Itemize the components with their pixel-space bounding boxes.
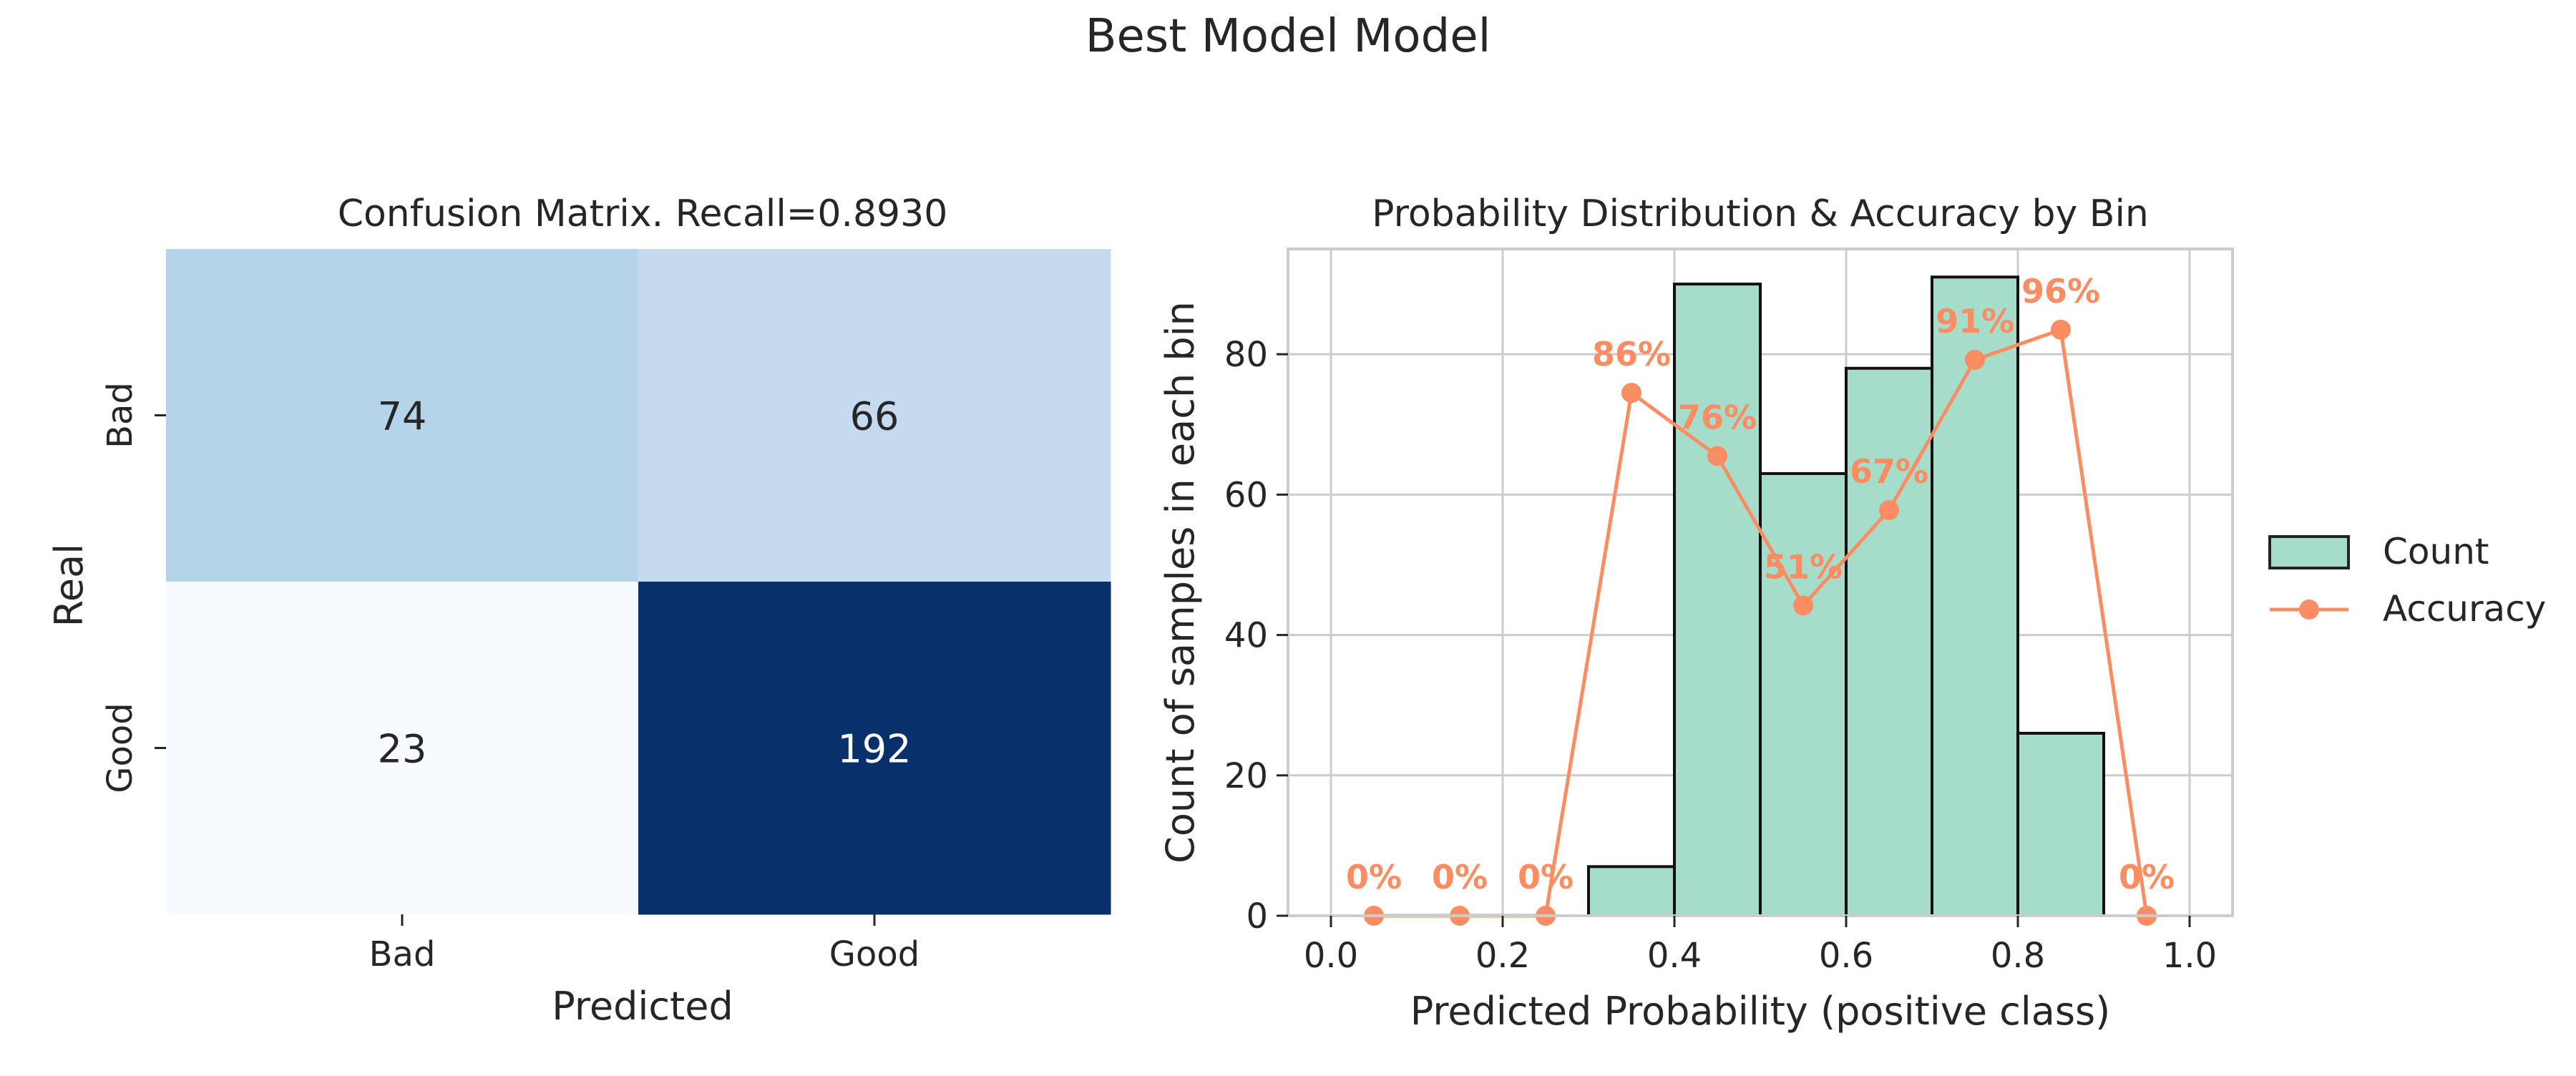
count-bar (1931, 275, 2019, 917)
probability-histogram: Probability Distribution & Accuracy by B… (1158, 192, 2546, 1034)
histogram-ylabel: Count of samples in each bin (1158, 301, 1203, 864)
accuracy-point-label: 96% (2021, 272, 2100, 310)
x-tick-label: 1.0 (2162, 936, 2217, 976)
accuracy-point-label: 0% (1432, 858, 1488, 896)
accuracy-point-label: 0% (2119, 858, 2175, 896)
x-tick-label: 0.6 (1819, 936, 1873, 976)
legend-accuracy-marker (2299, 600, 2319, 620)
heatmap-cell-value: 23 (378, 727, 427, 772)
accuracy-point-label: 0% (1518, 858, 1574, 896)
accuracy-point-label: 0% (1346, 858, 1402, 896)
count-bars (1587, 275, 2105, 918)
heatmap-cell (638, 249, 1111, 582)
x-tick-label: 0.2 (1475, 936, 1530, 976)
y-tick-label: Good (100, 703, 140, 793)
accuracy-point (1793, 595, 1813, 616)
legend-count-swatch (2268, 535, 2350, 569)
legend-accuracy-label: Accuracy (2383, 588, 2546, 630)
heatmap-cell-value: 74 (378, 394, 427, 439)
heatmap-ylabel: Real (47, 544, 92, 627)
accuracy-point (1621, 383, 1641, 404)
y-tick-label: 60 (1224, 475, 1268, 515)
heatmap-cell-value: 66 (850, 394, 899, 439)
confusion-matrix-title: Confusion Matrix. Recall=0.8930 (338, 192, 948, 235)
count-bar (1673, 283, 1762, 918)
heatmap-cell (638, 582, 1111, 915)
accuracy-point (1879, 499, 1899, 520)
y-tick-label: Bad (100, 382, 140, 449)
heatmap-cell (166, 582, 639, 915)
accuracy-point (2051, 319, 2071, 340)
legend: Count Accuracy (2268, 531, 2546, 630)
x-tick-label: 0.8 (1991, 936, 2045, 976)
x-tick-label: 0.0 (1304, 936, 1358, 976)
heatmap-xlabel: Predicted (552, 984, 733, 1029)
y-tick-label: 80 (1224, 335, 1268, 375)
accuracy-point-label: 86% (1592, 335, 1671, 373)
x-tick-label: Good (829, 934, 919, 974)
count-bar (2016, 731, 2105, 917)
y-tick-label: 20 (1224, 756, 1268, 796)
accuracy-point-label: 76% (1678, 398, 1757, 436)
legend-count-label: Count (2383, 531, 2489, 572)
accuracy-point-label: 67% (1850, 452, 1928, 491)
accuracy-point (1707, 446, 1727, 466)
accuracy-point (1965, 350, 1985, 371)
y-tick-label: 40 (1224, 616, 1268, 656)
accuracy-point-label: 51% (1764, 547, 1843, 586)
x-tick-label: Bad (369, 934, 436, 974)
heatmap-cell-value: 192 (837, 727, 911, 772)
accuracy-point-label: 91% (1936, 302, 2014, 341)
histogram-xlabel: Predicted Probability (positive class) (1410, 989, 2110, 1034)
figure-title: Best Model Model (1085, 10, 1491, 63)
histogram-title: Probability Distribution & Accuracy by B… (1372, 192, 2149, 235)
accuracy-labels: 0% 0% 0% 86%76% 51% 67% 91%96% 0% (1346, 272, 2175, 896)
x-tick-label: 0.4 (1647, 936, 1702, 976)
heatmap-cells: 74 66 23 192 (166, 249, 1111, 915)
count-bar (1759, 471, 1848, 917)
count-bar (1845, 366, 1933, 917)
y-tick-label: 0 (1246, 896, 1268, 936)
heatmap-cell (166, 249, 639, 582)
plot-frame (1287, 248, 2234, 917)
confusion-matrix: Confusion Matrix. Recall=0.8930 74 66 23 19… (47, 192, 1111, 1029)
heatmap-ticks: Bad Good Bad Good (100, 382, 919, 974)
axis-ticks: 0.0 0.2 0.4 0.6 0.8 1.0 0 20 40 60 80 (1224, 335, 2217, 976)
count-bar (1587, 865, 1676, 917)
